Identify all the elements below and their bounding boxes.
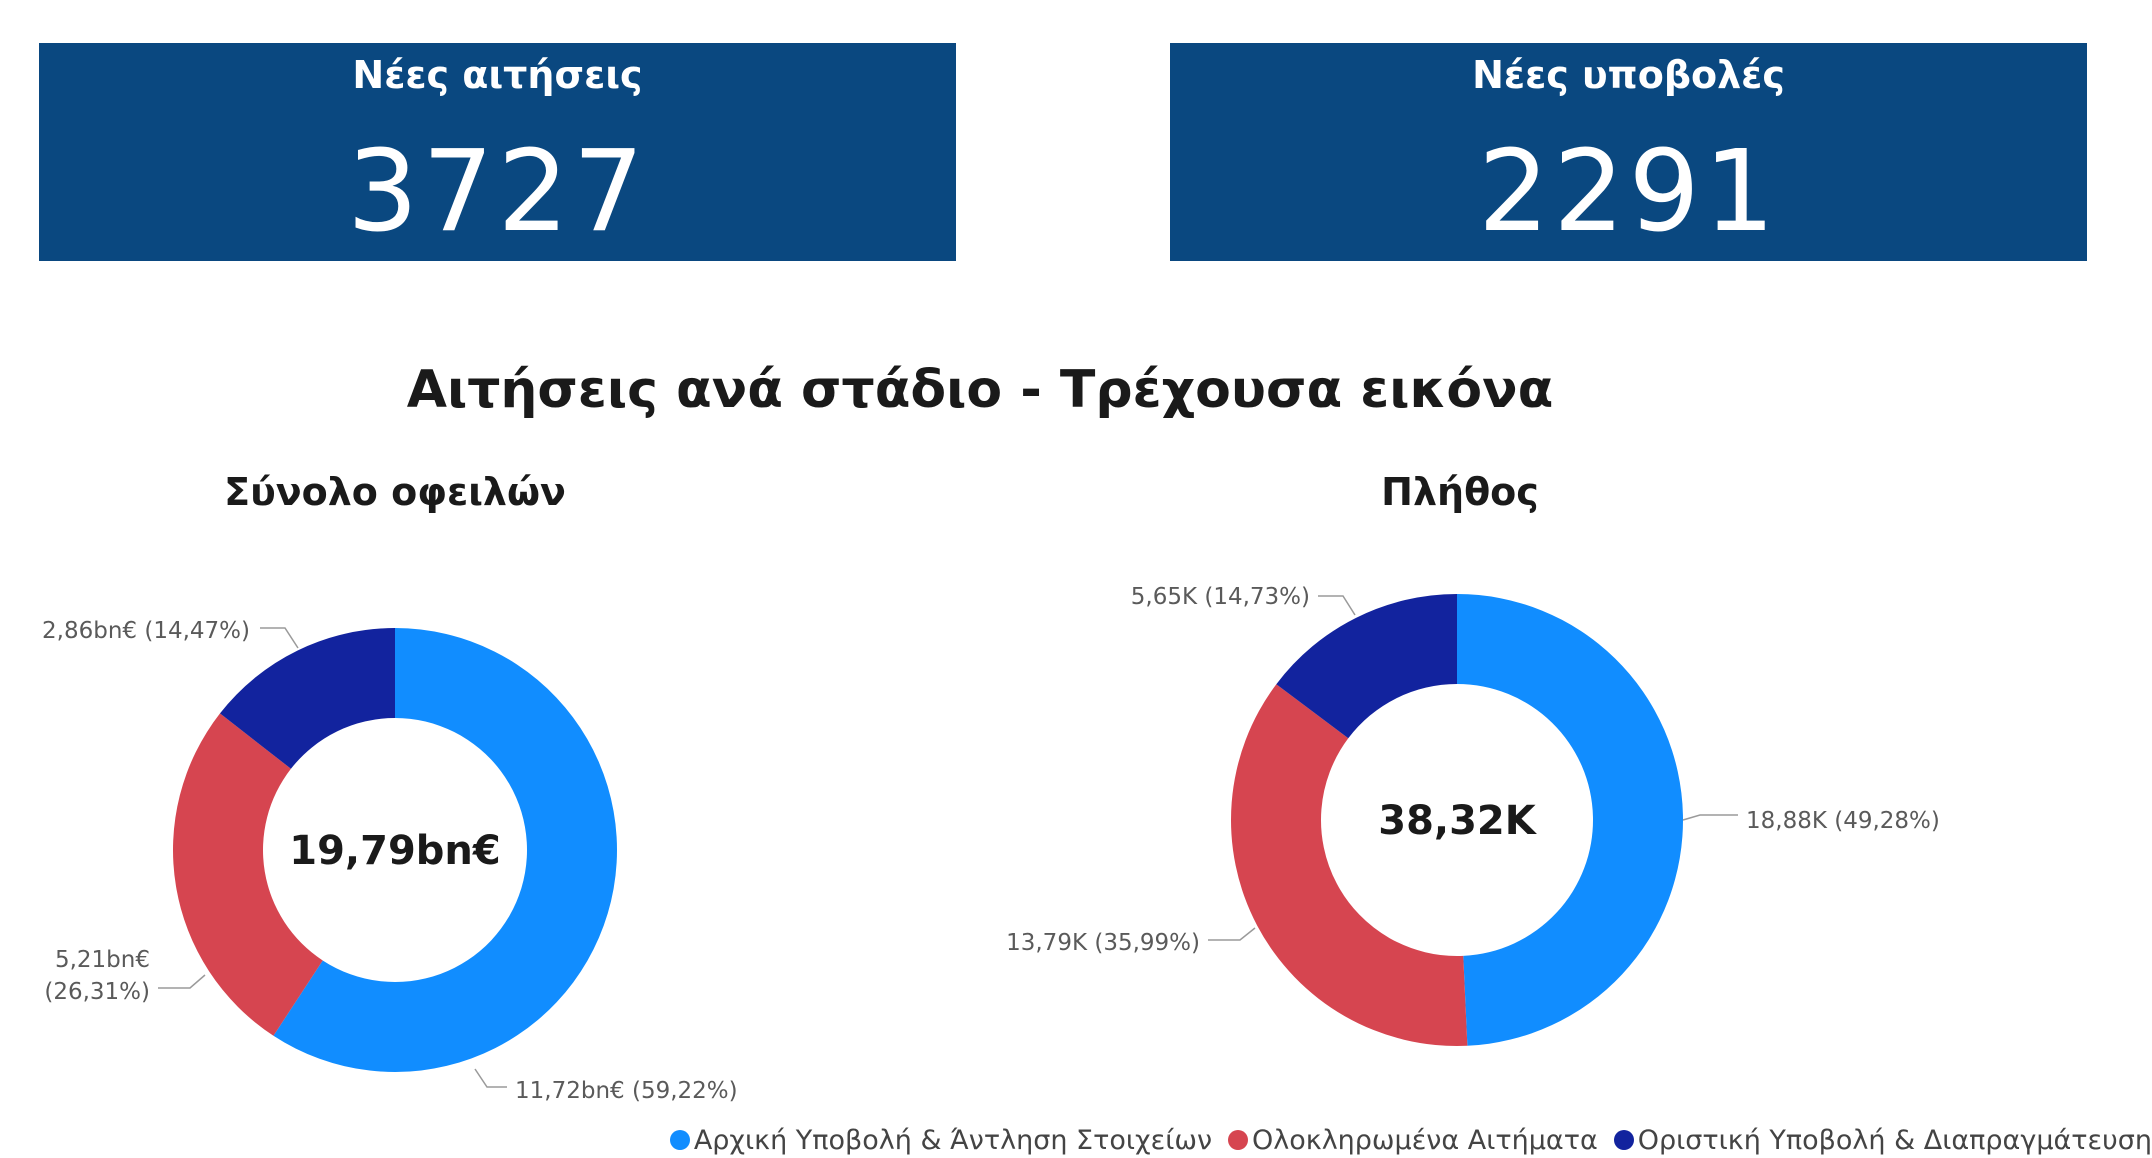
- leader-line: [474, 1068, 507, 1088]
- donut-center-label: 19,79bn€: [289, 828, 500, 874]
- donut-charts-canvas: 19,79bn€ 11,72bn€ (59,22%) 5,21bn€ (26,31%)…: [42, 584, 1940, 1104]
- kpi-card-new-applications: Νέες αιτήσεις 3727: [39, 43, 956, 261]
- data-label-stage-1: 18,88K (49,28%): [1746, 808, 1940, 834]
- leader-line: [1208, 927, 1256, 941]
- kpi-card-title: Νέες αιτήσεις: [352, 53, 643, 97]
- data-label-stage-2: 13,79K (35,99%): [1006, 930, 1200, 956]
- chart-legend: Αρχική Υποβολή & Άντληση Στοιχείων Ολοκλ…: [669, 1122, 2152, 1158]
- legend-dot-stage-1: [669, 1130, 690, 1150]
- donut-chart-total-debt[interactable]: 19,79bn€ 11,72bn€ (59,22%) 5,21bn€ (26,31%)…: [42, 618, 738, 1104]
- donut-slice-stage-1[interactable]: [1457, 594, 1684, 1046]
- legend-dot-stage-2: [1228, 1130, 1249, 1150]
- leader-line: [1682, 814, 1738, 821]
- data-label-stage-2: 5,21bn€: [55, 947, 150, 973]
- legend-item-stage-3[interactable]: Οριστική Υποβολή & Διαπραγμάτευση: [1613, 1124, 2152, 1156]
- leader-line: [260, 627, 299, 649]
- page-title: Αιτήσεις ανά στάδιο - Τρέχουσα εικόνα: [406, 360, 1554, 420]
- data-label-stage-1: 11,72bn€ (59,22%): [515, 1078, 738, 1104]
- donut-slice-stage-1[interactable]: [273, 628, 617, 1072]
- legend-label: Αρχική Υποβολή & Άντληση Στοιχείων: [693, 1124, 1213, 1156]
- leader-line: [1318, 595, 1356, 616]
- kpi-card-value: 2291: [1477, 127, 1780, 257]
- data-label-stage-3: 5,65K (14,73%): [1131, 584, 1310, 610]
- legend-label: Οριστική Υποβολή & Διαπραγμάτευση: [1637, 1124, 2152, 1156]
- donut-center-label: 38,32K: [1378, 798, 1538, 844]
- donut-title-total-debt: Σύνολο οφειλών: [224, 470, 566, 514]
- donut-slice-stage-2[interactable]: [1231, 684, 1468, 1046]
- kpi-card-new-submissions: Νέες υποβολές 2291: [1170, 43, 2087, 261]
- donut-slice-stage-3[interactable]: [219, 628, 395, 769]
- legend-label: Ολοκληρωμένα Αιτήματα: [1252, 1124, 1598, 1156]
- donut-title-count: Πλήθος: [1381, 470, 1539, 514]
- legend-item-stage-1[interactable]: Αρχική Υποβολή & Άντληση Στοιχείων: [669, 1124, 1213, 1156]
- leader-line: [158, 974, 206, 989]
- donut-slice-stage-3[interactable]: [1276, 594, 1457, 739]
- data-label-stage-2: (26,31%): [44, 979, 150, 1005]
- legend-dot-stage-3: [1613, 1130, 1634, 1150]
- kpi-card-value: 3727: [346, 127, 649, 257]
- data-label-stage-3: 2,86bn€ (14,47%): [42, 618, 250, 644]
- kpi-card-title: Νέες υποβολές: [1472, 53, 1785, 97]
- donut-slice-stage-2[interactable]: [173, 713, 323, 1036]
- legend-item-stage-2[interactable]: Ολοκληρωμένα Αιτήματα: [1228, 1125, 1598, 1156]
- donut-chart-count[interactable]: 38,32K 18,88K (49,28%) 13,79K (35,99%) 5,65…: [1006, 584, 1940, 1046]
